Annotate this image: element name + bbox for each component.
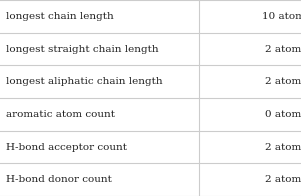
Text: 2 atoms: 2 atoms [265, 175, 301, 184]
Text: 2 atoms: 2 atoms [265, 142, 301, 152]
Text: 10 atoms: 10 atoms [262, 12, 301, 21]
Text: longest aliphatic chain length: longest aliphatic chain length [6, 77, 163, 86]
Text: 0 atoms: 0 atoms [265, 110, 301, 119]
Text: aromatic atom count: aromatic atom count [6, 110, 115, 119]
Text: 2 atoms: 2 atoms [265, 77, 301, 86]
Text: longest chain length: longest chain length [6, 12, 114, 21]
Text: H-bond acceptor count: H-bond acceptor count [6, 142, 127, 152]
Text: 2 atoms: 2 atoms [265, 44, 301, 54]
Text: longest straight chain length: longest straight chain length [6, 44, 159, 54]
Text: H-bond donor count: H-bond donor count [6, 175, 112, 184]
